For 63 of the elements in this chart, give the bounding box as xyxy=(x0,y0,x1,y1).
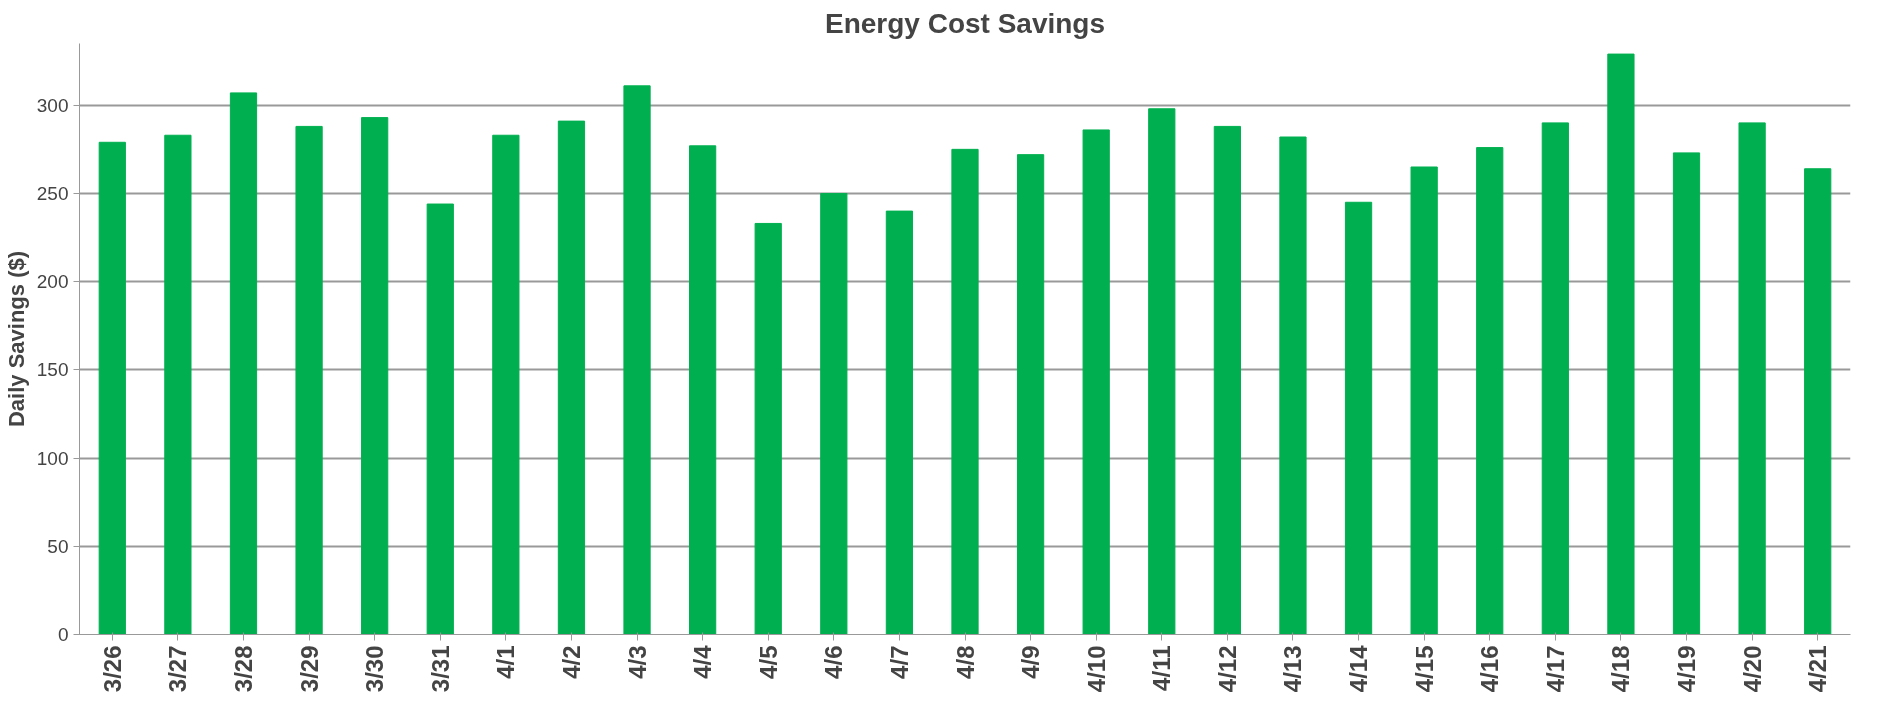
bar xyxy=(623,85,651,635)
x-tick-label: 4/10 xyxy=(1082,645,1110,693)
bar xyxy=(754,222,782,635)
bar xyxy=(1607,53,1635,635)
bar xyxy=(295,125,323,635)
bar xyxy=(689,145,717,635)
x-tick-label: 4/17 xyxy=(1541,645,1569,693)
bar xyxy=(1279,136,1307,635)
y-tick-label: 100 xyxy=(36,447,69,469)
y-tick-label: 150 xyxy=(36,359,69,381)
x-tick-label: 4/18 xyxy=(1607,645,1635,693)
bar xyxy=(361,117,389,635)
bar xyxy=(1476,147,1504,635)
bar xyxy=(885,210,914,635)
x-tick-label: 4/20 xyxy=(1738,645,1766,693)
x-tick-label: 4/1 xyxy=(492,645,520,679)
x-tick-label: 4/19 xyxy=(1673,645,1701,693)
bar xyxy=(1148,108,1176,635)
bar xyxy=(557,120,586,635)
x-tick-label: 4/14 xyxy=(1345,644,1373,693)
chart-title: Energy Cost Savings xyxy=(824,7,1106,39)
bar xyxy=(1672,152,1701,635)
y-tick-label: 300 xyxy=(36,94,69,116)
x-tick-label: 4/12 xyxy=(1213,645,1241,693)
bar xyxy=(1016,154,1045,635)
x-tick-label: 4/21 xyxy=(1804,645,1832,693)
x-tick-label: 4/9 xyxy=(1017,645,1045,679)
bar xyxy=(951,148,979,635)
bar xyxy=(1410,166,1438,635)
bar xyxy=(492,134,520,635)
x-tick-label: 4/8 xyxy=(951,645,979,679)
x-tick-label: 4/3 xyxy=(623,645,651,679)
x-tick-label: 4/5 xyxy=(754,645,782,679)
x-tick-label: 3/29 xyxy=(295,645,323,693)
x-tick-label: 4/7 xyxy=(885,645,913,679)
y-tick-label: 250 xyxy=(36,182,69,204)
bar xyxy=(1541,122,1569,635)
y-tick-label: 200 xyxy=(36,271,69,293)
y-tick-label: 50 xyxy=(47,535,69,557)
x-tick-label: 3/28 xyxy=(229,645,257,693)
x-tick-label: 4/13 xyxy=(1279,645,1307,693)
x-tick-label: 3/27 xyxy=(164,645,192,693)
x-tick-label: 4/4 xyxy=(689,644,717,679)
y-tick-label: 0 xyxy=(57,624,69,645)
bar xyxy=(1738,122,1766,635)
y-axis-title: Daily Savings ($) xyxy=(3,250,29,428)
x-tick-label: 4/15 xyxy=(1410,645,1438,693)
x-tick-label: 4/2 xyxy=(557,645,585,679)
x-tick-label: 4/6 xyxy=(820,645,848,679)
x-tick-label: 3/26 xyxy=(98,645,126,693)
x-tick-label: 4/16 xyxy=(1476,645,1504,693)
x-tick-label: 3/30 xyxy=(361,645,389,693)
bar xyxy=(1082,129,1110,635)
x-tick-label: 3/31 xyxy=(426,645,454,693)
bar xyxy=(1213,125,1241,635)
bar xyxy=(1344,201,1373,635)
bar xyxy=(1804,168,1832,635)
bar xyxy=(98,141,126,635)
bar xyxy=(426,203,454,635)
bar xyxy=(820,192,848,635)
x-tick-label: 4/11 xyxy=(1148,645,1176,691)
bar xyxy=(229,92,258,635)
bar xyxy=(164,134,192,635)
